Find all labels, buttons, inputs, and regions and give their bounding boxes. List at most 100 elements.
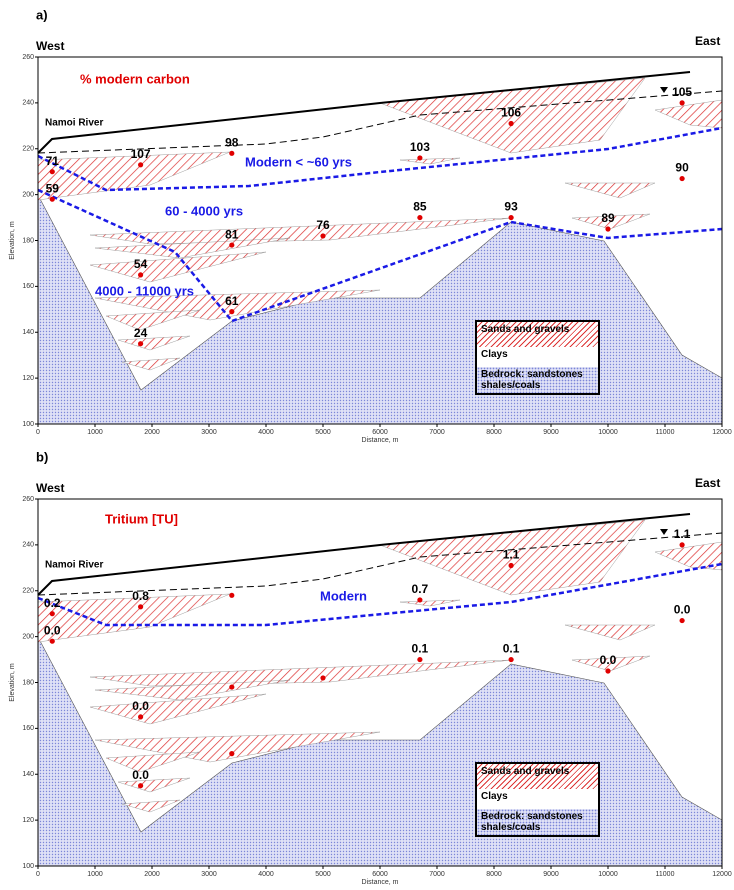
sample-point <box>138 714 143 719</box>
sample-point <box>50 639 55 644</box>
value-label: 59 <box>46 181 60 195</box>
chart-title: % modern carbon <box>80 71 190 86</box>
sample-point <box>680 100 685 105</box>
sample-point <box>50 169 55 174</box>
sample-point <box>509 563 514 568</box>
value-label: 0.8 <box>132 589 149 603</box>
sample-point <box>417 657 422 662</box>
value-label: 0.0 <box>132 699 149 713</box>
sample-point <box>138 272 143 277</box>
sample-point <box>320 675 325 680</box>
geology <box>38 72 722 424</box>
sample-point <box>680 176 685 181</box>
page: 0 1000 2000 3000 4000 5000 6000 7000 8000 9000 100… <box>0 0 734 890</box>
river-label: Namoi River <box>45 118 103 129</box>
west-label: West <box>36 481 64 495</box>
value-label: 98 <box>225 136 239 150</box>
x-tick-label: 1000 <box>87 429 103 436</box>
sample-point <box>509 121 514 126</box>
sample-point <box>605 226 610 231</box>
y-tick-label: 140 <box>22 329 34 336</box>
value-label: 107 <box>131 147 151 161</box>
x-tick-label: 5000 <box>315 429 331 436</box>
x-tick-label: 2000 <box>144 871 160 878</box>
sample-point <box>417 155 422 160</box>
value-label: 103 <box>410 140 430 154</box>
x-tick-label: 4000 <box>258 871 274 878</box>
value-label: 0.0 <box>600 653 617 667</box>
x-tick-label: 5000 <box>315 871 331 878</box>
y-tick-label: 260 <box>22 54 34 61</box>
sample-point <box>509 215 514 220</box>
geology <box>38 514 722 866</box>
sample-point <box>50 611 55 616</box>
x-tick-label: 11000 <box>656 429 675 436</box>
x-tick-label: 7000 <box>429 871 445 878</box>
value-label: 76 <box>316 218 330 232</box>
x-tick-label: 9000 <box>543 429 559 436</box>
x-axis-label: Distance, m <box>362 879 399 886</box>
value-label: 0.0 <box>132 768 149 782</box>
x-tick-label: 11000 <box>656 871 675 878</box>
value-label: 24 <box>134 326 148 340</box>
y-tick-label: 260 <box>22 496 34 503</box>
x-tick-label: 0 <box>36 429 40 436</box>
y-axis-label: Elevation, m <box>9 663 16 702</box>
x-tick-label: 6000 <box>372 871 388 878</box>
value-label: 0.1 <box>503 642 520 656</box>
value-label: 0.2 <box>44 596 61 610</box>
panel-label: b) <box>36 449 48 464</box>
legend-entry: Clays <box>477 347 598 367</box>
y-axis-label: Elevation, m <box>9 221 16 260</box>
value-label: 71 <box>46 154 60 168</box>
x-tick-label: 6000 <box>372 429 388 436</box>
value-label: 0.0 <box>44 623 61 637</box>
sample-point <box>229 242 234 247</box>
y-tick-label: 120 <box>22 375 34 382</box>
y-tick-label: 240 <box>22 100 34 107</box>
value-label: 81 <box>225 227 239 241</box>
x-tick-label: 10000 <box>598 429 618 436</box>
y-tick-label: 240 <box>22 542 34 549</box>
zone-label: 4000 - 11000 yrs <box>95 283 194 298</box>
y-tick-label: 220 <box>22 146 34 153</box>
panel-b: 0100020003000400050006000700080009000100… <box>9 449 732 885</box>
figure: 0 1000 2000 3000 4000 5000 6000 7000 8000 9000 100… <box>0 0 734 890</box>
legend-entry: Sands and gravels <box>477 764 598 789</box>
sample-point <box>229 593 234 598</box>
x-tick-label: 3000 <box>201 429 217 436</box>
value-label: 90 <box>675 161 689 175</box>
sample-point <box>417 215 422 220</box>
panel-label: a) <box>36 7 48 22</box>
legend-entry: Bedrock: sandstones shales/coals <box>477 367 598 393</box>
sample-point <box>138 341 143 346</box>
east-label: East <box>695 34 720 48</box>
sample-point <box>417 597 422 602</box>
sample-point <box>229 151 234 156</box>
y-tick-label: 200 <box>22 191 34 198</box>
legend-entry: Sands and gravels <box>477 322 598 347</box>
x-tick-label: 1000 <box>87 871 103 878</box>
zone-label: 60 - 4000 yrs <box>165 203 243 218</box>
value-label: 0.1 <box>412 642 429 656</box>
value-label: 61 <box>225 294 239 308</box>
legend-entry: Clays <box>477 789 598 809</box>
sample-point <box>138 162 143 167</box>
x-tick-label: 3000 <box>201 871 217 878</box>
value-label: 93 <box>504 200 518 214</box>
zone-label: Modern < ~60 yrs <box>245 154 352 169</box>
zone-label: Modern <box>320 588 367 603</box>
west-label: West <box>36 39 64 53</box>
x-tick-label: 4000 <box>258 429 274 436</box>
value-label: 1.1 <box>503 548 520 562</box>
y-tick-label: 180 <box>22 679 34 686</box>
x-tick-label: 8000 <box>486 429 502 436</box>
y-tick-label: 120 <box>22 817 34 824</box>
sample-point <box>320 233 325 238</box>
east-label: East <box>695 476 720 490</box>
y-tick-label: 100 <box>22 421 34 428</box>
x-axis-label: Distance, m <box>362 437 399 444</box>
y-tick-label: 220 <box>22 588 34 595</box>
